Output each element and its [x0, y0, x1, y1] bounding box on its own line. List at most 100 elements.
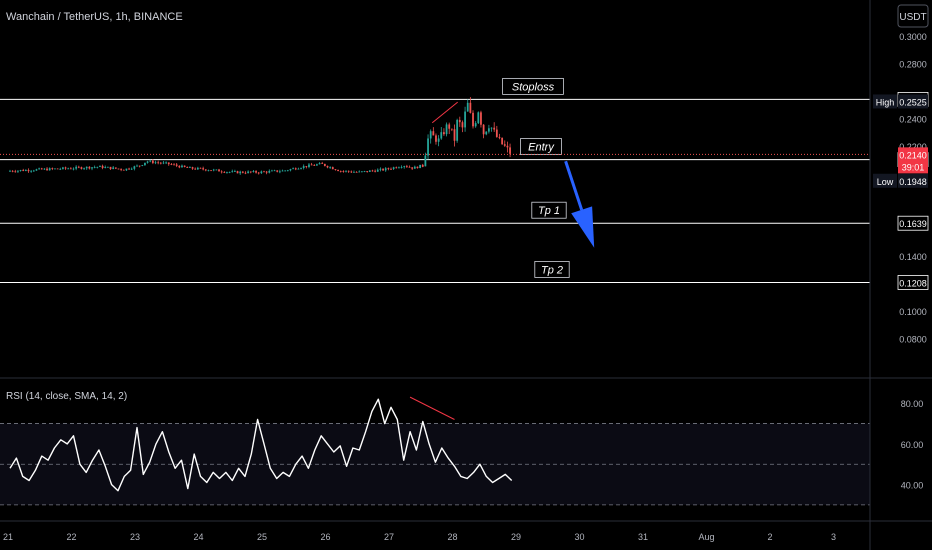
candle-body — [360, 171, 363, 173]
price-tick-label: 0.2200 — [899, 142, 927, 152]
candle-body — [366, 171, 369, 172]
candle-body — [59, 168, 62, 170]
time-tick-label: 2 — [767, 532, 772, 542]
candle-body — [403, 166, 406, 168]
candle-body — [96, 166, 99, 168]
price-tick-label: 0.3000 — [899, 32, 927, 42]
candle-body — [75, 166, 78, 169]
candle-body — [199, 167, 202, 169]
candle-body — [321, 163, 324, 164]
candle-body — [130, 168, 133, 170]
candle-body — [72, 168, 75, 170]
candle-body — [244, 172, 247, 174]
candle-body — [165, 162, 168, 164]
low-tag-box — [873, 173, 897, 188]
candle-body — [183, 165, 186, 167]
candle-body — [408, 166, 411, 168]
candle-body — [181, 165, 183, 168]
candle-body — [101, 165, 104, 168]
candle-body — [331, 167, 334, 170]
candle-body — [144, 162, 146, 166]
candle-body — [120, 168, 123, 170]
candle-body — [247, 171, 250, 174]
candle-body — [458, 119, 461, 123]
level-price-box-tp2 — [897, 275, 929, 290]
candle-body — [421, 164, 424, 167]
candle-body — [11, 170, 14, 172]
candle-body — [231, 171, 234, 173]
rsi-pane[interactable] — [0, 396, 870, 506]
candle-body — [281, 170, 284, 172]
candle-body — [474, 123, 477, 127]
candle-body — [9, 170, 11, 172]
current-price-value: 0.2140 — [899, 150, 927, 160]
high-tag-box — [873, 94, 897, 109]
candle-body — [255, 171, 257, 173]
candle-body — [128, 168, 130, 170]
candle-body — [133, 166, 136, 169]
candle-body — [159, 162, 162, 164]
candle-body — [67, 168, 70, 170]
candle-body — [122, 169, 125, 171]
chart-title: Wanchain / TetherUS, 1h, BINANCE — [6, 11, 183, 23]
candle-body — [252, 171, 255, 173]
candle-body — [17, 170, 19, 172]
candle-body — [432, 131, 435, 136]
candle-body — [487, 128, 490, 132]
candle-body — [260, 171, 263, 174]
candle-body — [46, 168, 48, 171]
candle-body — [223, 172, 226, 173]
candle-body — [14, 171, 17, 173]
candle-body — [146, 161, 149, 163]
candle-body — [48, 168, 51, 171]
candle-body — [493, 127, 496, 130]
candle-body — [215, 169, 218, 171]
candle-body — [157, 162, 160, 164]
level-label-tp1: Tp 1 — [538, 205, 560, 217]
candle-body — [323, 163, 326, 166]
high-tag-label: High — [876, 97, 895, 107]
candle-body — [170, 164, 173, 165]
candle-body — [313, 165, 316, 166]
candle-body — [334, 169, 337, 171]
current-price-badge — [898, 147, 928, 174]
candle-body — [228, 171, 231, 173]
candle-body — [268, 170, 271, 173]
candle-body — [461, 122, 464, 128]
candle-body — [390, 168, 392, 170]
candle-body — [337, 170, 339, 172]
candle-body — [30, 170, 33, 172]
time-tick-label: 26 — [320, 532, 330, 542]
candle-body — [189, 167, 191, 168]
price-tick-label: 0.2800 — [899, 60, 927, 70]
candle-body — [448, 124, 451, 129]
candle-body — [421, 166, 424, 167]
rsi-title: RSI (14, close, SMA, 14, 2) — [6, 391, 127, 402]
high-value-box — [898, 94, 928, 109]
candle-body — [54, 168, 56, 170]
candle-body — [35, 169, 38, 171]
price-pane[interactable]: Stoploss Entry Tp 1 Tp 2 — [0, 77, 870, 283]
candle-body — [19, 170, 22, 171]
candle-body — [300, 167, 302, 169]
candle-body — [308, 164, 310, 167]
currency-button[interactable]: USDT — [897, 4, 929, 28]
candle-body — [376, 169, 379, 172]
candle-body — [194, 168, 197, 170]
candle-body — [104, 167, 107, 168]
candle-body — [77, 166, 80, 168]
candle-body — [125, 168, 128, 171]
candle-body — [38, 168, 41, 170]
candle-body — [445, 124, 448, 135]
candle-body — [220, 171, 223, 173]
candle-body — [347, 170, 350, 172]
candle-body — [466, 102, 469, 112]
candle-body — [226, 172, 228, 173]
candle-body — [273, 170, 276, 172]
candle-body — [294, 168, 297, 170]
candle-body — [149, 160, 152, 162]
candle-body — [453, 129, 456, 141]
candle-body — [358, 171, 361, 173]
